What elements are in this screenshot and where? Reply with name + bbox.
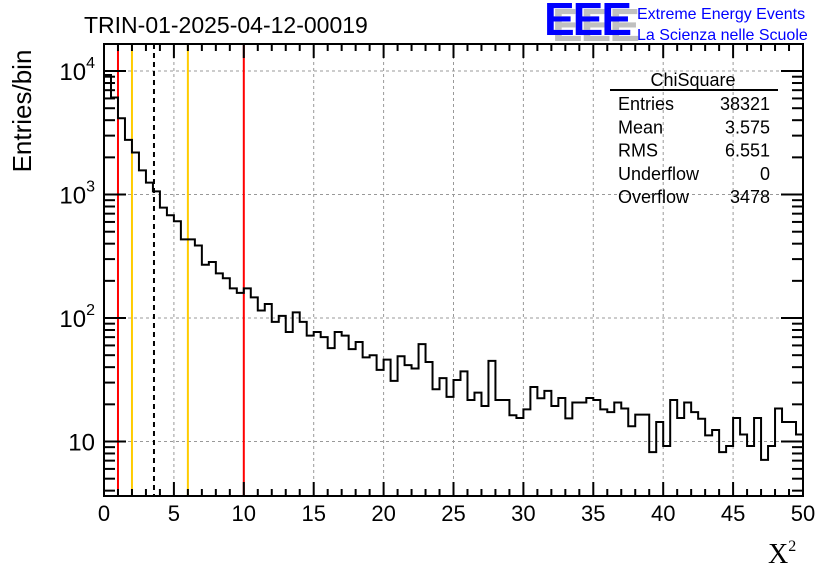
- logo-line-2: La Scienza nelle Scuole: [637, 27, 808, 44]
- y-tick-label: 103: [59, 179, 95, 210]
- x-tick-label: 30: [511, 501, 535, 526]
- stats-label: Entries: [618, 94, 674, 114]
- stats-label: Overflow: [618, 187, 690, 207]
- x-tick-label: 15: [301, 501, 325, 526]
- x-axis-label: X2: [768, 538, 796, 570]
- stats-title: ChiSquare: [650, 70, 735, 90]
- y-tick-label: 10: [68, 430, 95, 457]
- y-tick-label: 104: [59, 55, 95, 86]
- grid-lines: [104, 44, 803, 496]
- eee-logo: EEE Extreme Energy Events La Scienza nel…: [544, 0, 808, 45]
- stats-value: 3.575: [725, 117, 770, 137]
- stats-value: 6.551: [725, 141, 770, 161]
- stats-label: Mean: [618, 117, 663, 137]
- x-tick-label: 45: [721, 501, 745, 526]
- threshold-lines: [116, 44, 245, 496]
- logo-mark: EEE: [544, 0, 630, 45]
- x-tick-label: 40: [651, 501, 675, 526]
- x-tick-label: 5: [168, 501, 180, 526]
- x-tick-label: 35: [581, 501, 605, 526]
- stats-label: Underflow: [618, 164, 700, 184]
- y-tick-label: 102: [59, 302, 95, 333]
- axis-ticks: [103, 44, 804, 496]
- stats-box: ChiSquare Entries 38321 Mean 3.575 RMS 6.551 U…: [610, 70, 778, 207]
- y-axis-label: Entries/bin: [7, 50, 37, 173]
- stats-value: 3478: [730, 187, 770, 207]
- x-tick-label: 10: [232, 501, 256, 526]
- logo-line-1: Extreme Energy Events: [637, 6, 805, 23]
- x-tick-label: 50: [791, 501, 815, 526]
- x-tick-label: 25: [441, 501, 465, 526]
- x-tick-label: 20: [371, 501, 395, 526]
- histogram-step-line: [104, 73, 803, 461]
- stats-value: 0: [760, 164, 770, 184]
- y-tick-labels: 104 103 102 10: [59, 55, 95, 456]
- stats-value: 38321: [720, 94, 770, 114]
- x-tick-label: 0: [98, 501, 110, 526]
- chart-title: TRIN-01-2025-04-12-00019: [84, 12, 368, 38]
- stats-label: RMS: [618, 141, 658, 161]
- x-tick-labels: 0 5 10 15 20 25 30 35 40 45 50: [98, 501, 815, 526]
